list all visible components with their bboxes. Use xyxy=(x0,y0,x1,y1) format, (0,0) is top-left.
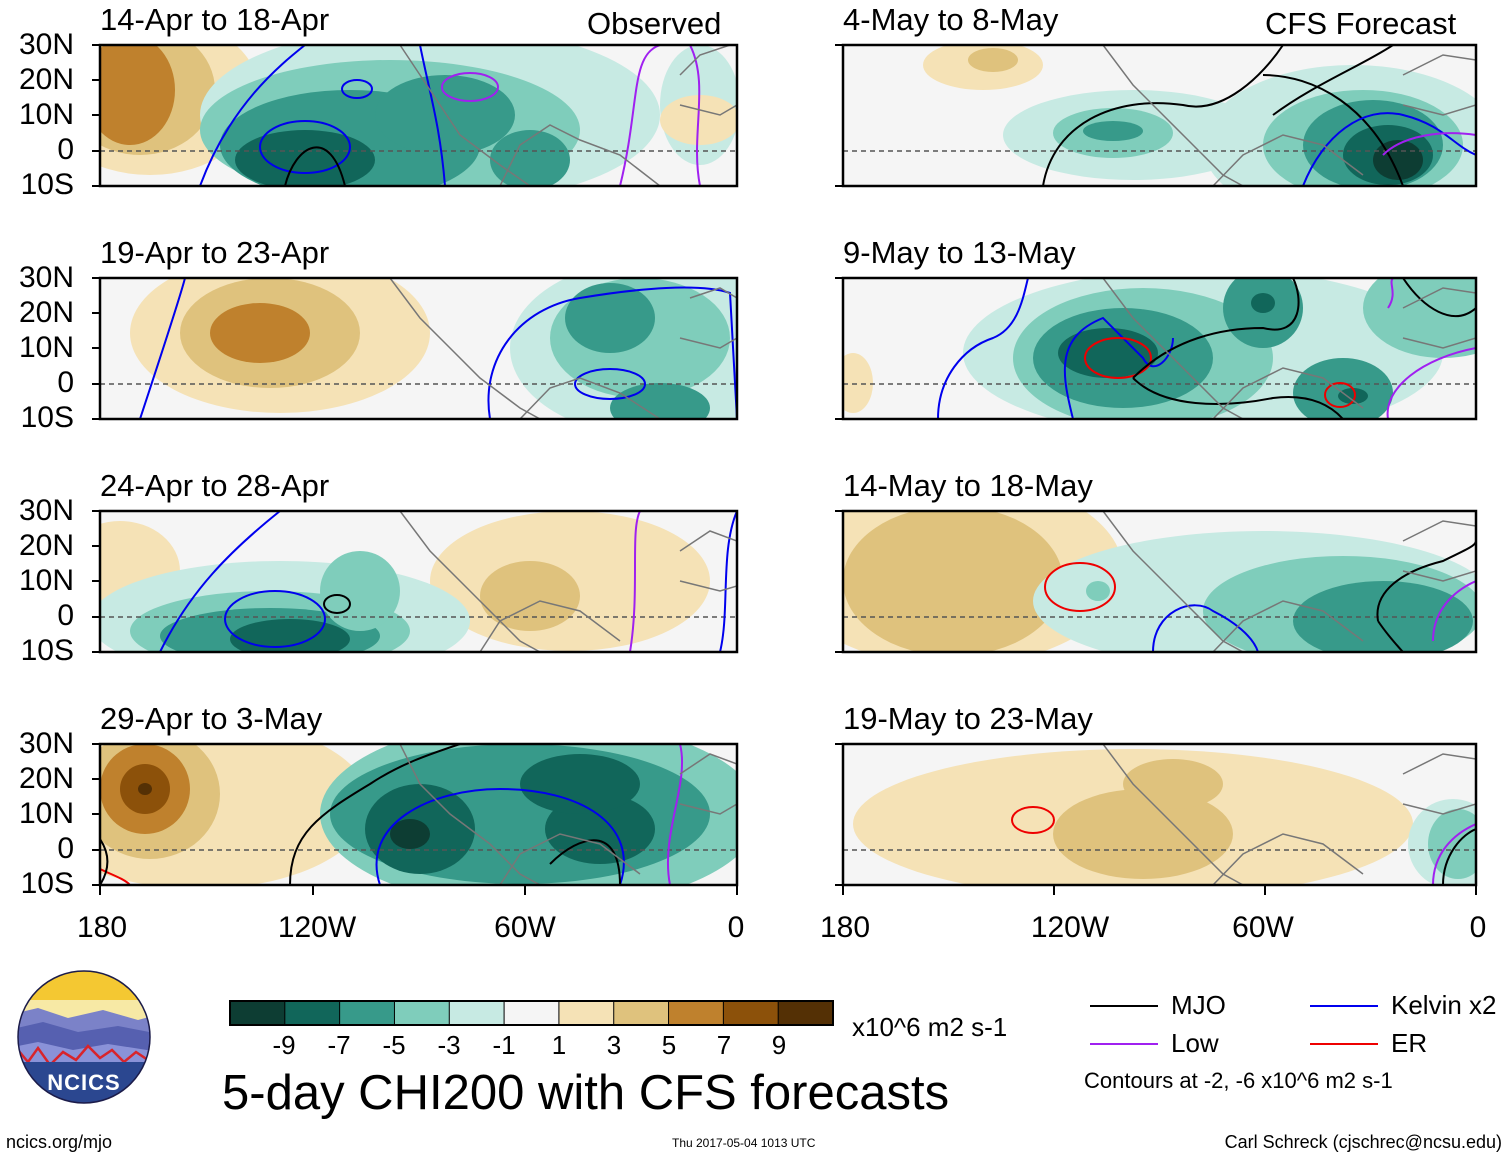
colorbar-cell xyxy=(339,1000,396,1026)
colorbar-tick-label: 3 xyxy=(606,1030,622,1060)
lat-tick-label: 0 xyxy=(57,832,74,865)
colorbar-tick-label: -3 xyxy=(437,1030,461,1060)
lat-tick-label: 20N xyxy=(18,762,74,795)
lat-tick-label: 0 xyxy=(57,133,74,166)
lat-tick-label: 10N xyxy=(18,564,74,597)
lat-tick-label: 30N xyxy=(18,727,74,760)
axis-ticks xyxy=(92,44,1477,895)
colorbar-tick-label: 9 xyxy=(771,1030,787,1060)
lon-tick-label: 180 xyxy=(76,911,128,944)
legend-note: Contours at -2, -6 x10^6 m2 s-1 xyxy=(1084,1068,1393,1093)
legend: MJO Kelvin x2 Low ER Contours at -2, -6 … xyxy=(1080,985,1505,1100)
map-panel-observed-3 xyxy=(98,509,739,654)
colorbar-tick-label: -5 xyxy=(382,1030,406,1060)
panel-title: 4-May to 8-May xyxy=(843,2,1059,37)
ncics-logo: NCICS xyxy=(8,970,160,1104)
lat-tick-label: 30N xyxy=(18,28,74,61)
colorbar-cell xyxy=(229,1000,286,1026)
colorbar-cell xyxy=(503,1000,560,1026)
colorbar-cell xyxy=(722,1000,780,1026)
lat-tick-label: 30N xyxy=(18,494,74,527)
lat-tick-label: 10N xyxy=(18,331,74,364)
legend-label-low: Low xyxy=(1171,1028,1219,1058)
colorbar-cell xyxy=(393,1000,451,1026)
map-panel-observed-2 xyxy=(98,276,739,421)
lon-tick-label: 60W xyxy=(494,911,556,944)
lat-tick-label: 10S xyxy=(20,401,74,434)
lon-tick-label: 0 xyxy=(1469,911,1487,944)
colorbar-cell xyxy=(613,1000,670,1026)
lat-tick-label: 10S xyxy=(20,634,74,667)
forecast-label: CFS Forecast xyxy=(1265,6,1457,41)
logo-text: NCICS xyxy=(47,1070,121,1095)
panel-title: 19-May to 23-May xyxy=(843,701,1093,736)
map-panel-forecast-3 xyxy=(841,509,1478,654)
map-panel-observed-4 xyxy=(98,742,739,887)
lon-tick-label: 120W xyxy=(277,911,357,944)
colorbar xyxy=(229,1000,834,1026)
colorbar-tick-label: -7 xyxy=(327,1030,351,1060)
observed-label: Observed xyxy=(587,6,722,41)
colorbar-tick-label: 5 xyxy=(661,1030,677,1060)
footer-timestamp: Thu 2017-05-04 1013 UTC xyxy=(672,1136,816,1150)
map-panel-forecast-1 xyxy=(841,43,1478,188)
panel-title: 29-Apr to 3-May xyxy=(100,701,323,736)
footer-url: ncics.org/mjo xyxy=(6,1132,113,1152)
lat-tick-label: 10S xyxy=(20,168,74,201)
map-panel-forecast-4 xyxy=(841,742,1478,887)
panel-title: 24-Apr to 28-Apr xyxy=(100,468,330,503)
colorbar-units: x10^6 m2 s-1 xyxy=(852,1012,1008,1042)
lat-tick-label: 10N xyxy=(18,98,74,131)
colorbar-cell xyxy=(448,1000,506,1026)
legend-label-mjo: MJO xyxy=(1171,990,1226,1020)
lat-tick-label: 20N xyxy=(18,63,74,96)
legend-lines xyxy=(1090,1005,1378,1045)
panel-title: 14-Apr to 18-Apr xyxy=(100,2,330,37)
lat-tick-label: 0 xyxy=(57,366,74,399)
panel-title: 14-May to 18-May xyxy=(843,468,1093,503)
lat-tick-label: 20N xyxy=(18,529,74,562)
colorbar-cell xyxy=(777,1000,834,1026)
colorbar-cell xyxy=(668,1000,725,1026)
lat-tick-label: 10S xyxy=(20,867,74,900)
main-title: 5-day CHI200 with CFS forecasts xyxy=(222,1066,950,1120)
lat-tick-label: 20N xyxy=(18,296,74,329)
colorbar-cell xyxy=(284,1000,341,1026)
lat-tick-label: 10N xyxy=(18,797,74,830)
colorbar-tick-label: 1 xyxy=(551,1030,567,1060)
lat-tick-label: 30N xyxy=(18,261,74,294)
footer-credit: Carl Schreck (cjschrec@ncsu.edu) xyxy=(1224,1132,1502,1152)
lon-tick-label: 0 xyxy=(727,911,745,944)
ncics-logo-icon xyxy=(17,970,151,1104)
colorbar-tick-label: -9 xyxy=(272,1030,296,1060)
lon-tick-label: 120W xyxy=(1030,911,1110,944)
panel-title: 9-May to 13-May xyxy=(843,235,1076,270)
panel-title: 19-Apr to 23-Apr xyxy=(100,235,330,270)
colorbar-cell xyxy=(558,1000,615,1026)
map-panels xyxy=(92,43,1478,895)
map-panel-forecast-2 xyxy=(841,276,1478,421)
legend-label-kelvin: Kelvin x2 xyxy=(1391,990,1497,1020)
colorbar-tick-label: 7 xyxy=(716,1030,732,1060)
lat-tick-label: 0 xyxy=(57,599,74,632)
map-panel-observed-1 xyxy=(98,43,739,188)
lon-tick-label: 180 xyxy=(819,911,871,944)
colorbar-tick-label: -1 xyxy=(492,1030,516,1060)
legend-label-er: ER xyxy=(1391,1028,1428,1058)
lon-tick-label: 60W xyxy=(1232,911,1294,944)
